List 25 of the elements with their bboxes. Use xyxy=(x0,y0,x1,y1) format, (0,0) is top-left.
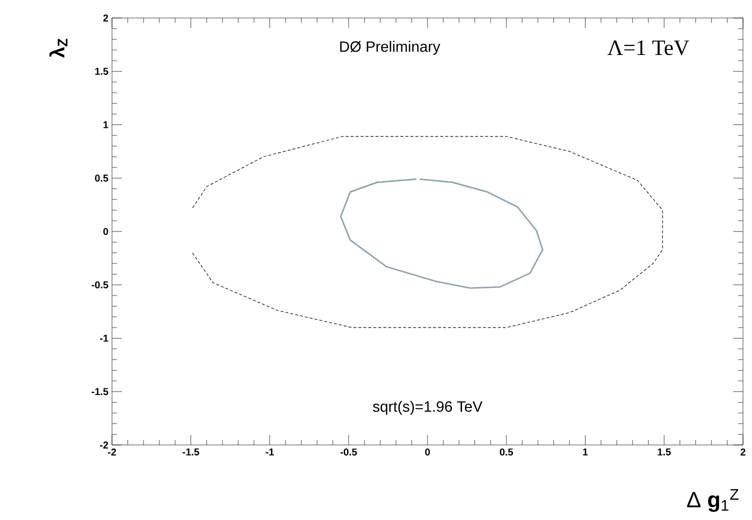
x-tick-label: -1 xyxy=(266,448,274,456)
line-series xyxy=(340,178,544,289)
annotation: DØ Preliminary xyxy=(340,40,440,55)
y-tick-label: 1 xyxy=(104,121,108,128)
y-tick-label: -1 xyxy=(100,334,108,342)
x-tick-label: 0 xyxy=(425,448,430,456)
y-tick-label: 1.5 xyxy=(95,68,108,75)
x-tick-label: 1 xyxy=(583,448,588,456)
line-series xyxy=(192,136,663,328)
y-tick-label: 0 xyxy=(103,228,108,236)
y-tick-label: -1.5 xyxy=(92,388,108,396)
x-tick-label: -0.5 xyxy=(340,448,357,456)
y-tick-label: 0.5 xyxy=(95,174,108,182)
x-tick-label: 2 xyxy=(740,448,746,456)
x-tick-label: -2 xyxy=(108,448,116,456)
x-axis-title: Δ g$_{1}$Z xyxy=(687,489,739,512)
y-tick-label: 2 xyxy=(103,14,108,22)
y-tick-label: -0.5 xyxy=(92,281,108,288)
annotation: sqrt(s)=1.96 TeV xyxy=(372,400,482,415)
y-tick-label: -2 xyxy=(100,442,108,448)
y-axis-title: λ$_{Z}$ xyxy=(49,38,68,58)
x-tick-label: 0.5 xyxy=(500,448,514,456)
annotation: Λ=1 TeV xyxy=(608,40,690,56)
x-tick-label: 1.5 xyxy=(658,448,671,456)
x-tick-label: -1.5 xyxy=(182,448,200,456)
